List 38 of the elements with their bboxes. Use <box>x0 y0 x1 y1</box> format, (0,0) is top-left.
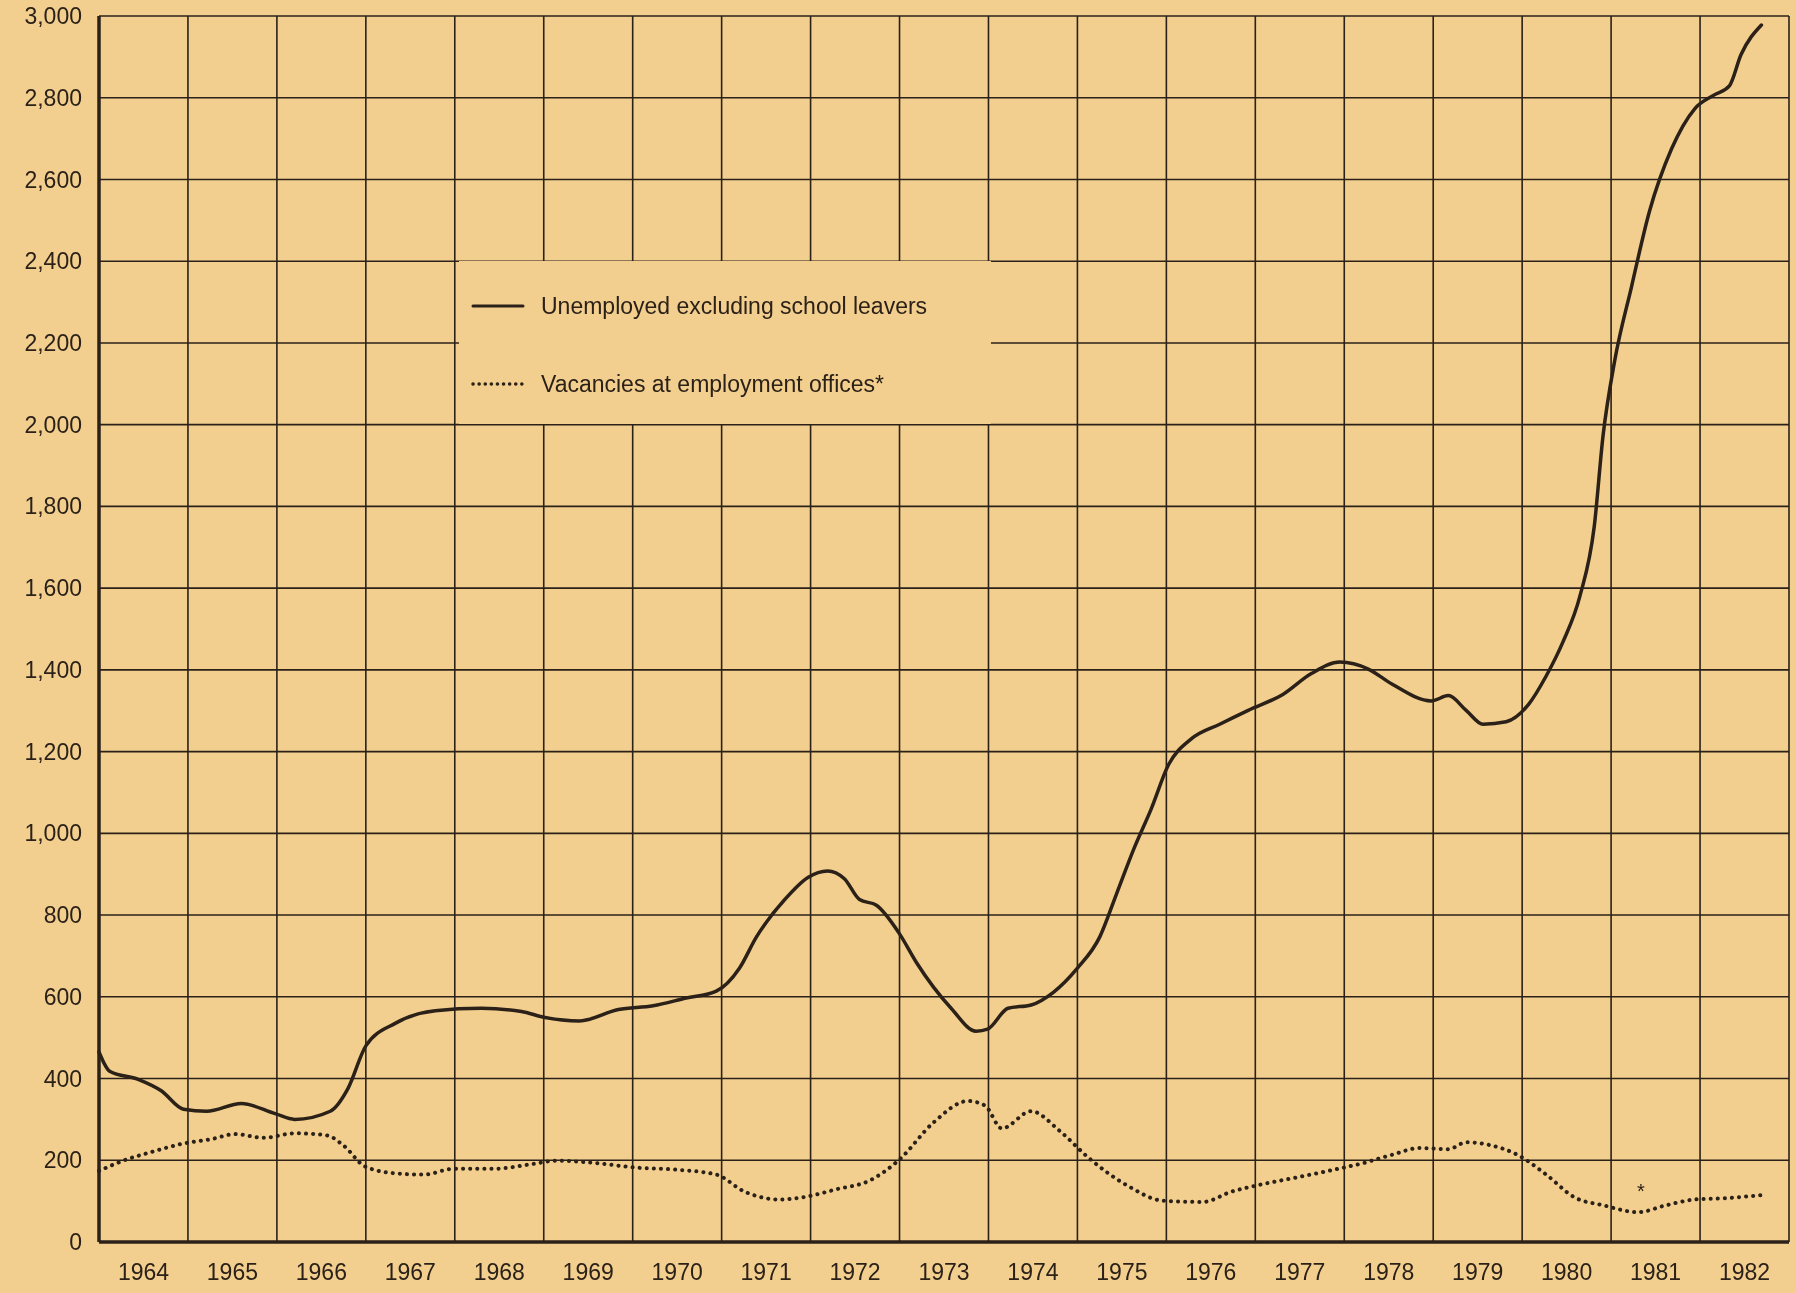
y-tick-label: 1,600 <box>24 575 82 602</box>
x-tick-label: 1973 <box>918 1259 970 1285</box>
y-tick-label: 800 <box>43 902 82 929</box>
y-tick-label: 1,400 <box>24 656 82 683</box>
x-tick-label: 1969 <box>562 1259 614 1285</box>
x-tick-label: 1971 <box>740 1259 792 1285</box>
y-tick-label: 1,800 <box>24 493 82 520</box>
y-tick-label: 2,600 <box>24 166 82 193</box>
y-tick-label: 400 <box>43 1065 82 1092</box>
x-tick-label: 1968 <box>473 1259 525 1285</box>
x-tick-label: 1979 <box>1452 1259 1504 1285</box>
x-tick-label: 1965 <box>206 1259 259 1285</box>
y-tick-label: 2,800 <box>24 84 82 111</box>
x-tick-label: 1980 <box>1541 1259 1593 1285</box>
legend-label: Unemployed excluding school leavers <box>541 293 928 320</box>
y-tick-label: 1,000 <box>24 820 82 847</box>
x-tick-label: 1967 <box>384 1259 436 1285</box>
y-tick-label: 1,200 <box>24 738 82 765</box>
y-tick-label: 2,400 <box>24 248 82 275</box>
x-tick-label: 1970 <box>651 1259 703 1285</box>
annotation: * <box>1637 1180 1646 1202</box>
x-tick-label: 1966 <box>295 1259 347 1285</box>
y-tick-label: 600 <box>43 983 82 1010</box>
y-tick-label: 2,000 <box>24 411 82 438</box>
legend-label: Vacancies at employment offices* <box>541 371 885 398</box>
x-tick-label: 1978 <box>1363 1259 1415 1285</box>
x-tick-label: 1977 <box>1274 1259 1326 1285</box>
y-tick-label: 0 <box>69 1229 82 1256</box>
x-tick-label: 1964 <box>117 1259 170 1285</box>
y-tick-label: 200 <box>43 1147 82 1174</box>
y-tick-label: 3,000 <box>24 3 82 30</box>
x-tick-label: 1981 <box>1629 1259 1682 1285</box>
x-tick-label: 1975 <box>1096 1259 1148 1285</box>
x-tick-label: 1974 <box>1007 1259 1059 1285</box>
x-tick-label: 1982 <box>1718 1259 1771 1285</box>
x-tick-label: 1972 <box>829 1259 881 1285</box>
y-tick-label: 2,200 <box>24 329 82 356</box>
x-tick-label: 1976 <box>1185 1259 1237 1285</box>
